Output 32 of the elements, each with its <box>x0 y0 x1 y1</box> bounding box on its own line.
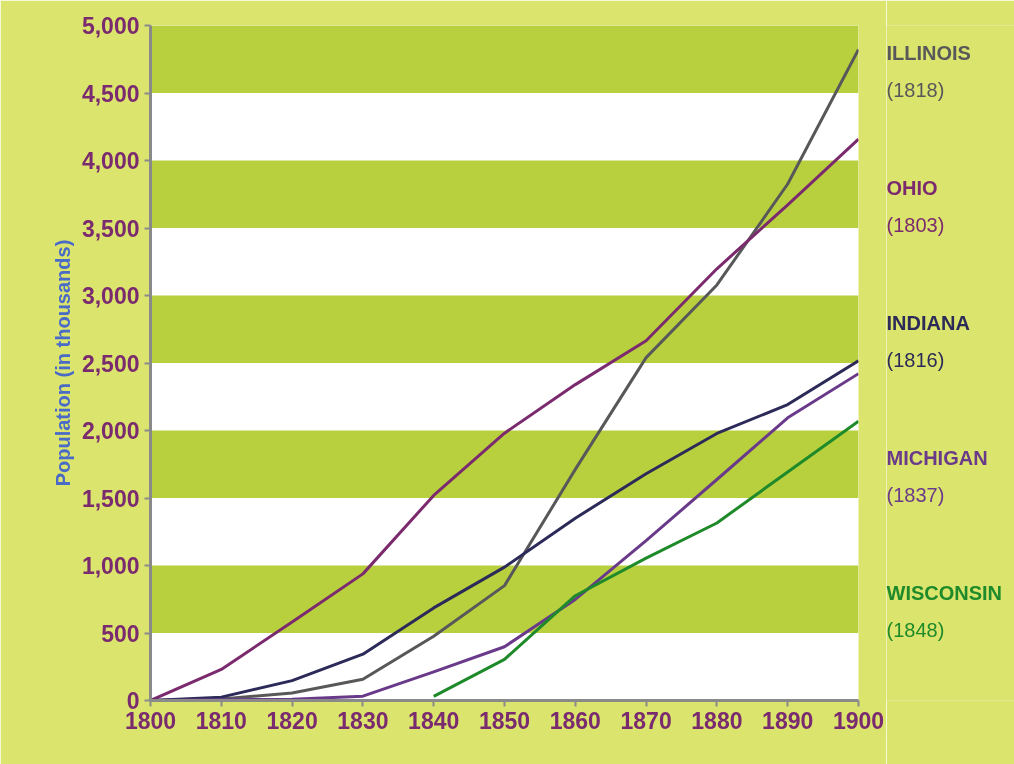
x-tick-label: 1860 <box>549 707 601 734</box>
y-tick-label: 3,000 <box>81 283 140 309</box>
x-tick-label: 1810 <box>195 707 247 734</box>
y-tick-label: 5,000 <box>81 13 140 39</box>
y-tick-label: 1,000 <box>81 553 140 579</box>
series-label: ILLINOIS <box>886 41 971 64</box>
series-label: INDIANA <box>886 311 970 334</box>
text: (1848) <box>886 618 945 641</box>
y-tick-label: 500 <box>101 620 140 647</box>
x-tick-label: 1900 <box>832 707 885 734</box>
y-tick-label: 4,000 <box>81 148 140 174</box>
y-tick-label: 3,500 <box>81 215 140 242</box>
text: (1803) <box>886 213 945 236</box>
text: WISCONSIN <box>886 581 1003 604</box>
x-tick-label: 1840 <box>408 707 460 734</box>
y-tick-label: 4,500 <box>81 80 140 107</box>
x-tick-label: 1820 <box>266 707 318 734</box>
text: OHIO <box>886 176 938 199</box>
line-series <box>432 419 859 698</box>
text: (1837) <box>886 483 945 506</box>
x-tick-label: 1850 <box>478 707 531 734</box>
x-tick-label: 1880 <box>691 707 743 734</box>
y-axis-title: Population (in thousands) <box>51 239 74 487</box>
y-tick-label: 2,500 <box>81 350 140 377</box>
text: (1818) <box>886 78 945 101</box>
x-tick-label: 1890 <box>762 707 814 734</box>
text: (1816) <box>886 348 945 371</box>
y-tick-label: 1,500 <box>81 485 140 512</box>
x-tick-label: 1870 <box>620 707 672 734</box>
y-tick-label: 2,000 <box>81 418 140 444</box>
x-tick-label: 1830 <box>337 707 389 734</box>
text: MICHIGAN <box>886 446 988 469</box>
